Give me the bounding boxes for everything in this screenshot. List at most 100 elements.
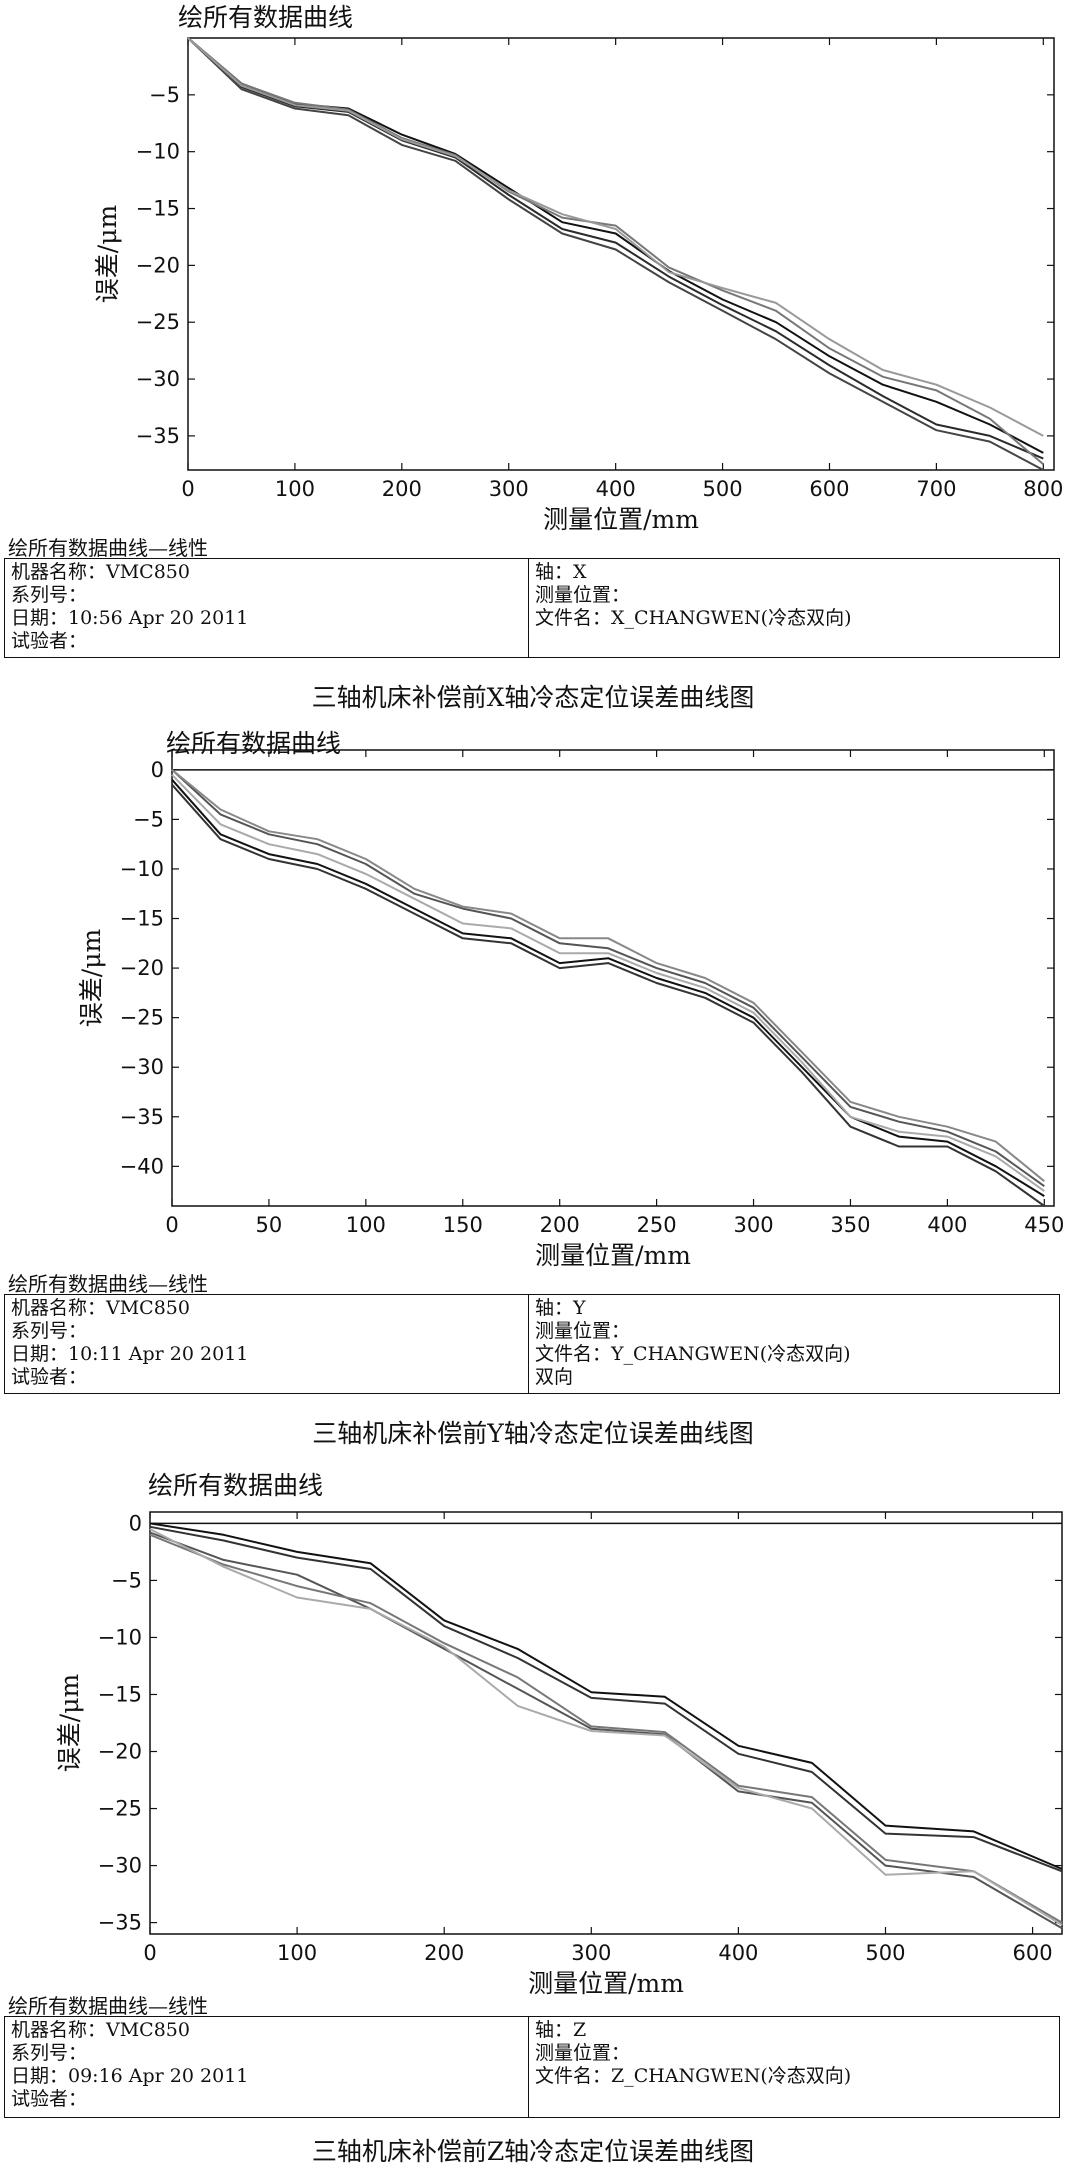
chart-panel-z: 绘所有数据曲线 0 100 200 300 400 500 600 0 −5 −10 −15 −20 −2…	[0, 1460, 1066, 2168]
x-tick-label: 300	[733, 1213, 773, 1237]
x-tick-label: 150	[443, 1213, 483, 1237]
y-axis-label: 误差/μm	[55, 1674, 84, 1773]
x-tick-label: 300	[571, 1941, 611, 1965]
x-tick-label: 800	[1023, 477, 1063, 501]
y-tick-label: −5	[133, 807, 164, 831]
y-tick-label: −25	[120, 1006, 164, 1030]
series-line-4	[171, 769, 1045, 1182]
x-tick-label: 250	[637, 1213, 677, 1237]
y-tick-label: −15	[120, 907, 164, 931]
serial-number: 系列号：	[11, 584, 88, 606]
y-tick-label: −40	[120, 1154, 164, 1178]
measure-position: 测量位置：	[535, 584, 631, 606]
info-right-x: 轴：X 测量位置： 文件名：X_CHANGWEN(冷态双向)	[529, 559, 1059, 657]
info-box-z: 机器名称：VMC850 系列号： 日期：09:16 Apr 20 2011 试验…	[4, 2016, 1060, 2118]
x-tick-label: 300	[489, 477, 529, 501]
x-tick-label: 0	[165, 1213, 178, 1237]
x-tick-label: 100	[277, 1941, 317, 1965]
series-line-2	[171, 784, 1045, 1207]
x-axis-label: 测量位置/mm	[528, 1969, 684, 1998]
x-tick-label: 350	[830, 1213, 870, 1237]
y-tick-label: −35	[98, 1911, 142, 1935]
machine-name: 机器名称：VMC850	[11, 1297, 190, 1319]
series-line-1	[187, 37, 1044, 454]
y-axis-label: 误差/μm	[93, 205, 122, 304]
info-title-x: 绘所有数据曲线—线性	[8, 536, 208, 560]
caption-x: 三轴机床补偿前X轴冷态定位误差曲线图	[311, 683, 755, 712]
x-tick-label: 0	[143, 1941, 156, 1965]
info-left-x: 机器名称：VMC850 系列号： 日期：10:56 Apr 20 2011 试验…	[5, 559, 529, 657]
series-line-3	[171, 769, 1045, 1188]
machine-name: 机器名称：VMC850	[11, 2019, 190, 2041]
date: 日期：09:16 Apr 20 2011	[11, 2065, 249, 2087]
info-box-x: 机器名称：VMC850 系列号： 日期：10:56 Apr 20 2011 试验…	[4, 558, 1060, 658]
plot-title: 绘所有数据曲线	[148, 1471, 323, 1500]
y-tick-label: −35	[120, 1105, 164, 1129]
plot-frame	[187, 37, 1055, 471]
axis-name: 轴：X	[535, 561, 587, 583]
x-axis-label: 测量位置/mm	[543, 505, 699, 534]
date: 日期：10:56 Apr 20 2011	[11, 607, 249, 629]
info-box-y: 机器名称：VMC850 系列号： 日期：10:11 Apr 20 2011 试验…	[4, 1294, 1060, 1394]
series-line-4	[149, 1533, 1063, 1924]
y-tick-label: −15	[98, 1682, 142, 1706]
series-line-1	[171, 779, 1045, 1197]
y-tick-label: 0	[129, 1511, 142, 1535]
file-name: 文件名：Y_CHANGWEN(冷态双向)	[535, 1343, 851, 1365]
x-tick-label: 0	[181, 477, 194, 501]
x-tick-label: 700	[916, 477, 956, 501]
y-tick-label: −20	[98, 1740, 142, 1764]
y-tick-label: −25	[98, 1797, 142, 1821]
plot-title: 绘所有数据曲线	[178, 3, 353, 32]
date: 日期：10:11 Apr 20 2011	[11, 1343, 249, 1365]
x-axis-label: 测量位置/mm	[535, 1241, 691, 1270]
info-title-y: 绘所有数据曲线—线性	[8, 1272, 208, 1296]
x-tick-label: 600	[1013, 1941, 1053, 1965]
chart-panel-y: 绘所有数据曲线 0 50 100 150 200 250 300 350 400 450 0 −5 −10…	[0, 720, 1066, 1450]
y-tick-label: −20	[120, 956, 164, 980]
series-line-2	[149, 1525, 1063, 1873]
x-tick-label: 100	[275, 477, 315, 501]
plot-title: 绘所有数据曲线	[166, 729, 341, 758]
x-tick-label: 200	[540, 1213, 580, 1237]
tester: 试验者：	[11, 630, 88, 652]
y-tick-label: 0	[151, 758, 164, 782]
y-axis-label: 误差/μm	[77, 929, 106, 1028]
axis-name: 轴：Z	[535, 2019, 587, 2041]
file-name: 文件名：X_CHANGWEN(冷态双向)	[535, 607, 852, 629]
serial-number: 系列号：	[11, 2042, 88, 2064]
x-tick-label: 100	[346, 1213, 386, 1237]
caption-z: 三轴机床补偿前Z轴冷态定位误差曲线图	[311, 2137, 755, 2166]
caption-y: 三轴机床补偿前Y轴冷态定位误差曲线图	[312, 1419, 754, 1448]
series-line-1	[149, 1522, 1063, 1870]
y-tick-label: −15	[136, 197, 180, 221]
y-tick-label: −10	[136, 140, 180, 164]
series-line-5	[171, 774, 1045, 1192]
y-tick-label: −10	[98, 1625, 142, 1649]
series-line-2	[187, 37, 1044, 460]
file-name-cont: 双向	[535, 1366, 574, 1388]
x-tick-label: 50	[256, 1213, 283, 1237]
series-line-5	[187, 37, 1044, 437]
series-line-3	[149, 1531, 1063, 1930]
machine-name: 机器名称：VMC850	[11, 561, 190, 583]
series-line-4	[187, 37, 1044, 466]
x-tick-label: 500	[703, 477, 743, 501]
x-tick-label: 400	[596, 477, 636, 501]
info-right-z: 轴：Z 测量位置： 文件名：Z_CHANGWEN(冷态双向)	[529, 2017, 1059, 2117]
info-left-y: 机器名称：VMC850 系列号： 日期：10:11 Apr 20 2011 试验…	[5, 1295, 529, 1393]
y-tick-label: −30	[136, 367, 180, 391]
y-tick-label: −30	[120, 1055, 164, 1079]
measure-position: 测量位置：	[535, 2042, 631, 2064]
x-tick-label: 600	[809, 477, 849, 501]
x-tick-label: 200	[382, 477, 422, 501]
plot-frame	[149, 1511, 1063, 1935]
serial-number: 系列号：	[11, 1320, 88, 1342]
y-tick-label: −10	[120, 857, 164, 881]
y-tick-label: −30	[98, 1854, 142, 1878]
x-tick-label: 400	[927, 1213, 967, 1237]
tester: 试验者：	[11, 2088, 88, 2110]
tester: 试验者：	[11, 1366, 88, 1388]
